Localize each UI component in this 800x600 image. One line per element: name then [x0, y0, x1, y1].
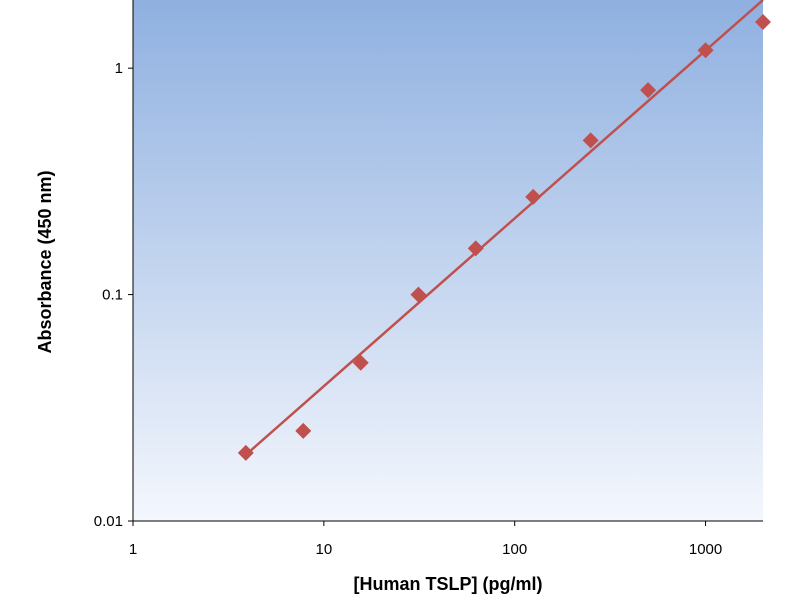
data-point	[582, 132, 599, 149]
fit-line	[244, 0, 764, 456]
data-point	[640, 82, 657, 99]
data-point	[525, 188, 542, 205]
x-tick-label: 10	[316, 541, 333, 558]
y-axis-ticks: 0.01 0.1 1	[94, 60, 133, 530]
data-point	[295, 422, 312, 439]
x-tick-label: 100	[502, 541, 527, 558]
x-axis-ticks: 1 10 100 1000	[129, 521, 722, 558]
y-axis-title: Absorbance (450 nm)	[35, 170, 55, 353]
data-point	[755, 13, 771, 30]
x-tick-label: 1	[129, 541, 137, 558]
data-point	[352, 354, 369, 371]
plot-area	[133, 0, 763, 521]
data-point	[237, 444, 254, 461]
x-axis-title: [Human TSLP] (pg/ml)	[354, 574, 543, 594]
points-layer	[237, 13, 771, 461]
x-tick-label: 1000	[689, 541, 722, 558]
data-point	[410, 286, 427, 303]
y-tick-label: 0.1	[102, 287, 123, 304]
data-point	[467, 240, 484, 257]
y-tick-label: 1	[115, 60, 123, 77]
y-tick-label: 0.01	[94, 513, 123, 530]
data-point	[697, 42, 714, 59]
fit-line-layer	[244, 0, 764, 456]
